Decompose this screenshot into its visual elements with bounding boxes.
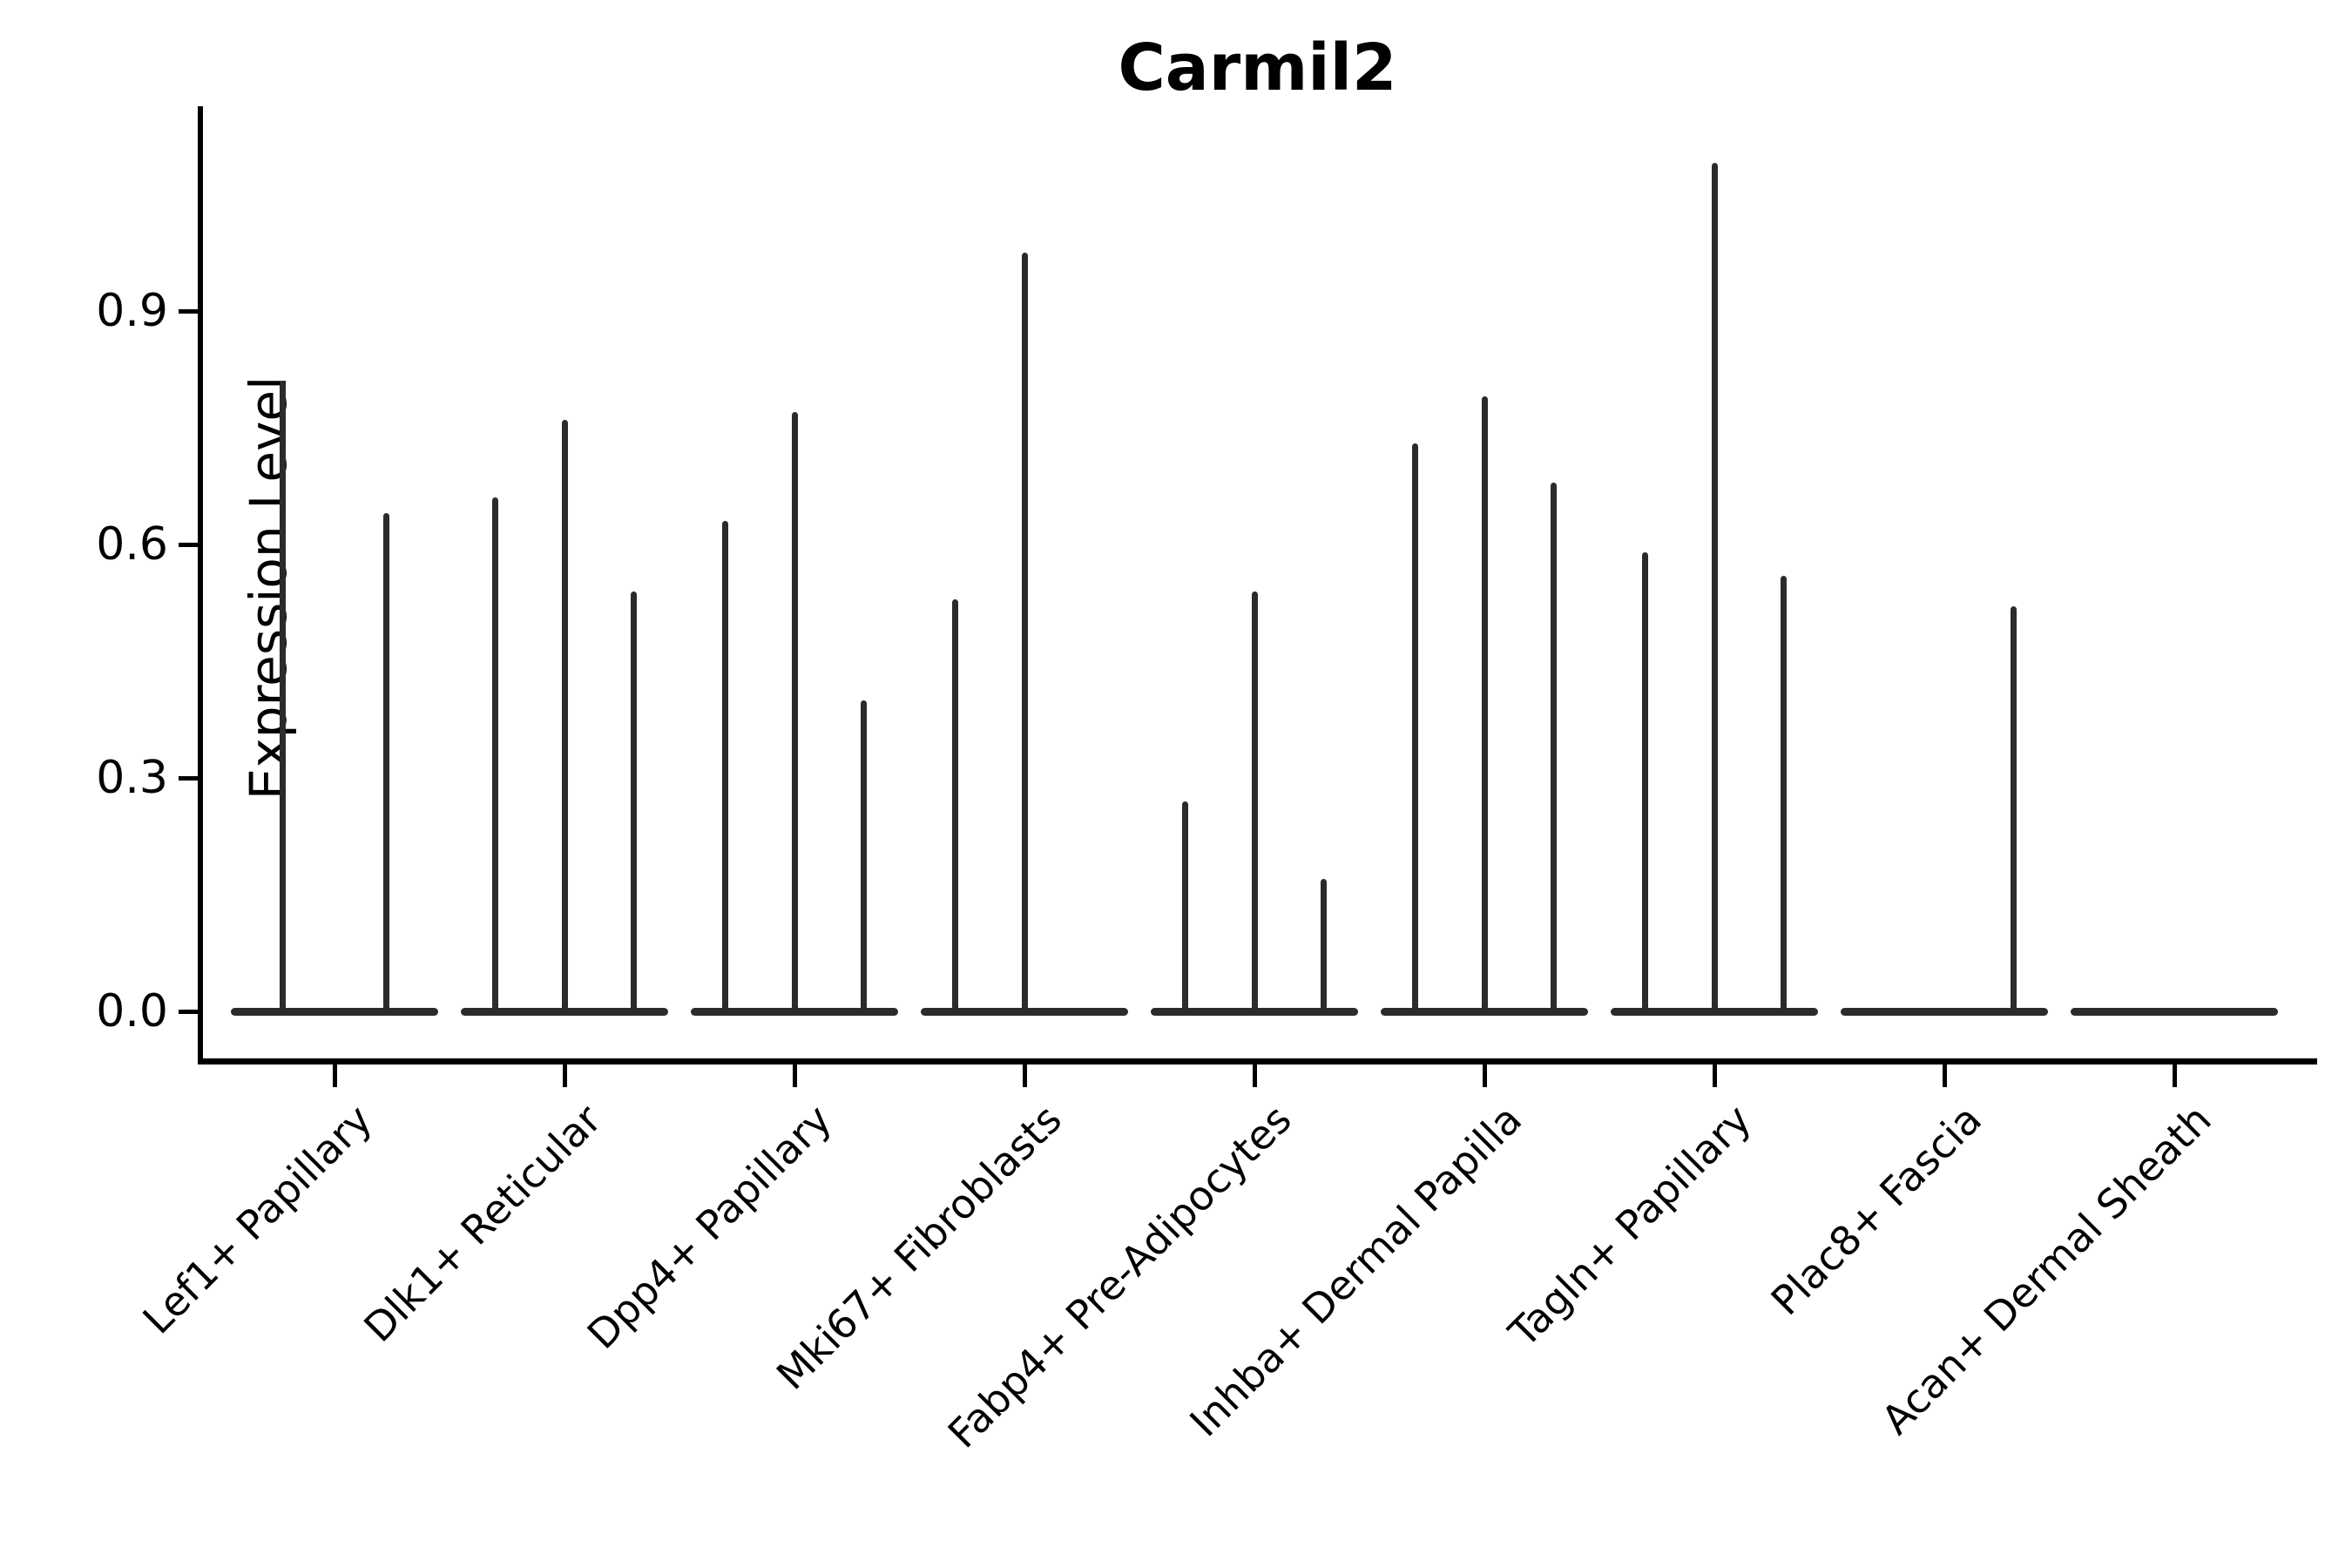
violin-spike xyxy=(952,598,959,1011)
violin-base xyxy=(691,1007,898,1016)
x-tick-mark xyxy=(1022,1064,1027,1087)
violin-base xyxy=(1841,1007,2048,1016)
x-tick-mark xyxy=(1252,1064,1257,1087)
violin-base xyxy=(921,1007,1128,1016)
x-tick-mark xyxy=(332,1064,337,1087)
y-tick-mark xyxy=(179,775,198,781)
violin-spike xyxy=(1481,396,1488,1011)
x-tick-mark xyxy=(1712,1064,1717,1087)
violin-spike xyxy=(492,497,499,1011)
chart-title: Carmil2 xyxy=(1118,30,1397,105)
x-axis-spine xyxy=(198,1058,2317,1064)
violin-spike xyxy=(383,513,389,1011)
violin-spike xyxy=(1642,551,1649,1011)
x-tick-label: Dlk1+ Reticular xyxy=(355,1095,611,1351)
y-tick-label: 0.3 xyxy=(96,752,168,804)
violin-base xyxy=(1151,1007,1358,1016)
violin-spike xyxy=(1021,253,1028,1011)
violin-spike xyxy=(860,700,867,1011)
y-tick-label: 0.6 xyxy=(96,518,168,571)
violin-spike xyxy=(791,412,798,1011)
y-axis-spine xyxy=(198,106,203,1062)
violin-spike xyxy=(722,521,729,1011)
x-tick-label: Lef1+ Papillary xyxy=(132,1095,381,1343)
violin-base xyxy=(231,1007,438,1016)
x-tick-label: Dpp4+ Papillary xyxy=(578,1095,841,1358)
x-tick-mark xyxy=(1482,1064,1487,1087)
violin-spike xyxy=(630,591,637,1011)
x-tick-mark xyxy=(562,1064,567,1087)
y-tick-mark xyxy=(179,308,198,314)
x-tick-mark xyxy=(792,1064,797,1087)
violin-spike xyxy=(2010,606,2017,1011)
violin-spike xyxy=(1711,163,1718,1011)
y-tick-mark xyxy=(179,542,198,547)
x-tick-label: Plac8+ Fascia xyxy=(1761,1095,1990,1325)
violin-spike xyxy=(280,381,286,1011)
y-tick-label: 0.0 xyxy=(96,985,168,1037)
violin-base xyxy=(1611,1007,1818,1016)
violin-spike xyxy=(1320,879,1327,1011)
violin-spike xyxy=(561,420,568,1011)
violin-base xyxy=(461,1007,668,1016)
x-tick-mark xyxy=(2172,1064,2177,1087)
violin-spike xyxy=(1251,591,1258,1011)
y-tick-mark xyxy=(179,1009,198,1014)
violin-base xyxy=(1381,1007,1588,1016)
x-tick-mark xyxy=(1942,1064,1947,1087)
y-tick-label: 0.9 xyxy=(96,285,168,337)
violin-base xyxy=(2071,1007,2278,1016)
x-tick-label: Tagln+ Papillary xyxy=(1499,1095,1761,1356)
violin-spike xyxy=(1182,801,1189,1011)
violin-spike xyxy=(1550,482,1557,1011)
violin-spike xyxy=(1780,575,1787,1011)
violin-spike xyxy=(1412,443,1419,1011)
